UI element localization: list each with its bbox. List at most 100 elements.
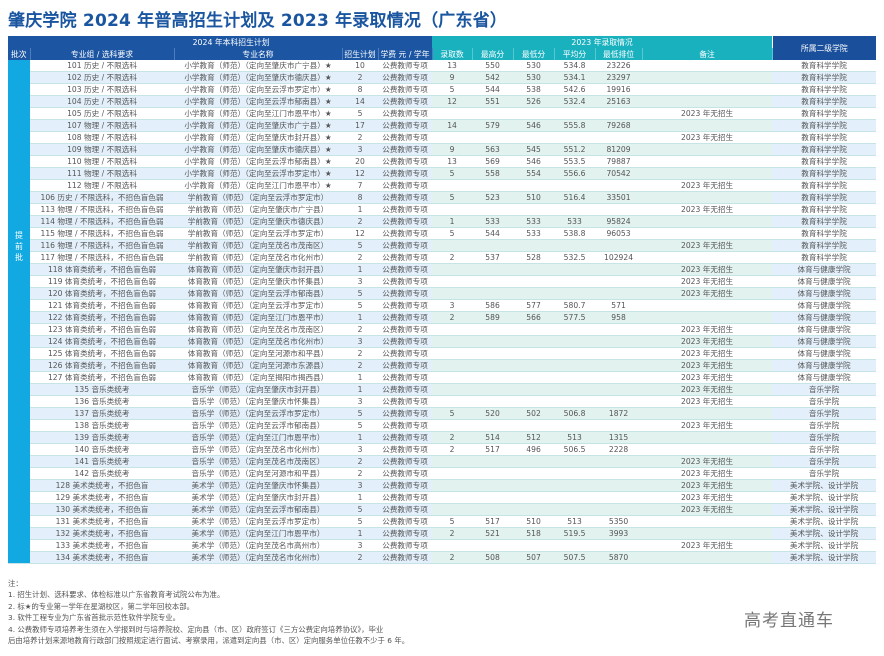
- row-max-score: 537: [472, 251, 514, 265]
- row-college: 教育科学学院: [772, 227, 877, 241]
- row-fee: 公费教师专项: [378, 143, 433, 157]
- row-fee: 公费教师专项: [378, 467, 433, 481]
- table-row: 120 体育类统考，不招色盲色弱 体育教育（师范）（定向至云浮市郁南县） 5 公费教师…: [8, 287, 877, 301]
- row-avg-score: [554, 383, 596, 397]
- row-note: [642, 119, 773, 133]
- row-major: 音乐学（师范）（定向至河源市和平县）: [174, 467, 342, 481]
- row-avg-score: [554, 359, 596, 373]
- table-row: 112 物理 / 不限选科 小学教育（师范）（定向至江门市恩平市）★ 7 公费教师专项…: [8, 179, 877, 193]
- row-note: 2023 年无招生: [642, 239, 773, 253]
- row-min-score: 526: [513, 95, 555, 109]
- row-group: 101 历史 / 不限选科: [30, 60, 174, 73]
- row-fee: 公费教师专项: [378, 131, 433, 145]
- row-group: 104 历史 / 不限选科: [30, 95, 174, 109]
- table-body: 提前批 101 历史 / 不限选科 小学教育（师范）（定向至肇庆市广宁县）★ 10 公费…: [8, 60, 877, 565]
- table-row: 136 音乐类统考 音乐学（师范）（定向至肇庆市怀集县） 3 公费教师专项 2023 年…: [8, 395, 877, 409]
- table-row: 106 历史 / 不限选科，不招色盲色弱 学前教育（师范）（定向至云浮市罗定市） 8…: [8, 191, 877, 205]
- row-min-score: 530: [513, 71, 555, 85]
- row-major: 小学教育（师范）（定向至云浮市罗定市）★: [174, 167, 342, 181]
- row-plan-count: 1: [342, 371, 378, 385]
- row-min-rank: [595, 287, 643, 301]
- row-plan-count: 2: [342, 71, 378, 85]
- table-row: 141 音乐类统考 音乐学（师范）（定向至茂名市茂南区） 2 公费教师专项 2023 年…: [8, 455, 877, 469]
- row-major: 小学教育（师范）（定向至江门市恩平市）★: [174, 179, 342, 193]
- row-admitted: [432, 335, 473, 349]
- row-note: 2023 年无招生: [642, 347, 773, 361]
- row-fee: 公费教师专项: [378, 395, 433, 409]
- row-min-rank: [595, 383, 643, 397]
- row-fee: 公费教师专项: [378, 335, 433, 349]
- row-group: 117 物理 / 不限选科，不招色盲色弱: [30, 251, 174, 265]
- row-plan-count: 5: [342, 299, 378, 313]
- row-fee: 公费教师专项: [378, 359, 433, 373]
- row-group: 133 美术类统考，不招色盲: [30, 539, 174, 553]
- row-major: 学前教育（师范）（定向至肇庆市广宁县）: [174, 203, 342, 217]
- row-admitted: [432, 323, 473, 337]
- row-plan-count: 12: [342, 167, 378, 181]
- row-avg-score: 580.7: [554, 299, 596, 313]
- row-major: 音乐学（师范）（定向至肇庆市封开县）: [174, 383, 342, 397]
- row-note: [642, 515, 773, 529]
- row-fee: 公费教师专项: [378, 107, 433, 121]
- row-note: 2023 年无招生: [642, 335, 773, 349]
- row-fee: 公费教师专项: [378, 95, 433, 109]
- row-major: 体育教育（师范）（定向至云浮市罗定市）: [174, 299, 342, 313]
- row-admitted: 2: [432, 431, 473, 445]
- row-min-score: [513, 491, 555, 505]
- row-max-score: 551: [472, 95, 514, 109]
- row-plan-count: 5: [342, 515, 378, 529]
- header-major: 专业名称: [174, 48, 343, 60]
- row-max-score: 563: [472, 143, 514, 157]
- row-admitted: [432, 239, 473, 253]
- row-min-score: [513, 335, 555, 349]
- row-group: 107 物理 / 不限选科: [30, 119, 174, 133]
- table-row: 116 物理 / 不限选科，不招色盲色弱 学前教育（师范）（定向至茂名市茂南区） 5…: [8, 239, 877, 253]
- header-batch: 批次: [8, 48, 31, 60]
- row-min-rank: 79887: [595, 155, 643, 169]
- row-group: 113 物理 / 不限选科，不招色盲色弱: [30, 203, 174, 217]
- row-min-score: 577: [513, 299, 555, 313]
- row-min-rank: [595, 359, 643, 373]
- table-row: 提前批 101 历史 / 不限选科 小学教育（师范）（定向至肇庆市广宁县）★ 10 公费…: [8, 60, 877, 565]
- row-group: 127 体育类统考，不招色盲色弱: [30, 371, 174, 385]
- row-fee: 公费教师专项: [378, 167, 433, 181]
- row-college: 美术学院、设计学院: [772, 503, 877, 517]
- row-min-rank: 1315: [595, 431, 643, 445]
- header-min-score: 最低分: [513, 48, 555, 60]
- table-row: 134 美术类统考，不招色盲 美术学（师范）（定向至茂名市化州市） 2 公费教师专项 2…: [8, 551, 877, 565]
- row-plan-count: 2: [342, 251, 378, 265]
- row-plan-count: 17: [342, 119, 378, 133]
- row-min-score: 512: [513, 431, 555, 445]
- row-min-rank: [595, 371, 643, 385]
- row-fee: 公费教师专项: [378, 455, 433, 469]
- row-min-score: 566: [513, 311, 555, 325]
- row-max-score: 517: [472, 515, 514, 529]
- row-college: 美术学院、设计学院: [772, 515, 877, 529]
- row-admitted: 5: [432, 167, 473, 181]
- row-group: 138 音乐类统考: [30, 419, 174, 433]
- row-max-score: 579: [472, 119, 514, 133]
- row-plan-count: 5: [342, 419, 378, 433]
- row-group: 118 体育类统考，不招色盲色弱: [30, 263, 174, 277]
- row-college: 音乐学院: [772, 443, 877, 457]
- row-min-score: 545: [513, 143, 555, 157]
- row-major: 小学教育（师范）（定向至云浮市罗定市）★: [174, 83, 342, 97]
- row-admitted: [432, 131, 473, 145]
- table-row: 114 物理 / 不限选科，不招色盲色弱 学前教育（师范）（定向至肇庆市德庆县） 2…: [8, 215, 877, 229]
- row-avg-score: 506.5: [554, 443, 596, 457]
- row-avg-score: [554, 395, 596, 409]
- table-row: 118 体育类统考，不招色盲色弱 体育教育（师范）（定向至肇庆市封开县） 1 公费教师…: [8, 263, 877, 277]
- row-avg-score: [554, 203, 596, 217]
- row-plan-count: 12: [342, 227, 378, 241]
- row-plan-count: 1: [342, 491, 378, 505]
- table-row: 109 物理 / 不限选科 小学教育（师范）（定向至肇庆市德庆县）★ 3 公费教师专项…: [8, 143, 877, 157]
- row-min-score: 510: [513, 515, 555, 529]
- row-major: 小学教育（师范）（定向至云浮市郁南县）★: [174, 95, 342, 109]
- header-column-row: 批次 专业组 / 选科要求 专业名称 招生计划 学费 元 / 学年 录取数 最高…: [8, 48, 876, 60]
- row-max-score: [472, 131, 514, 145]
- row-plan-count: 3: [342, 395, 378, 409]
- row-college: 音乐学院: [772, 455, 877, 469]
- row-college: 教育科学学院: [772, 179, 877, 193]
- row-avg-score: 534.1: [554, 71, 596, 85]
- row-college: 体育与健康学院: [772, 275, 877, 289]
